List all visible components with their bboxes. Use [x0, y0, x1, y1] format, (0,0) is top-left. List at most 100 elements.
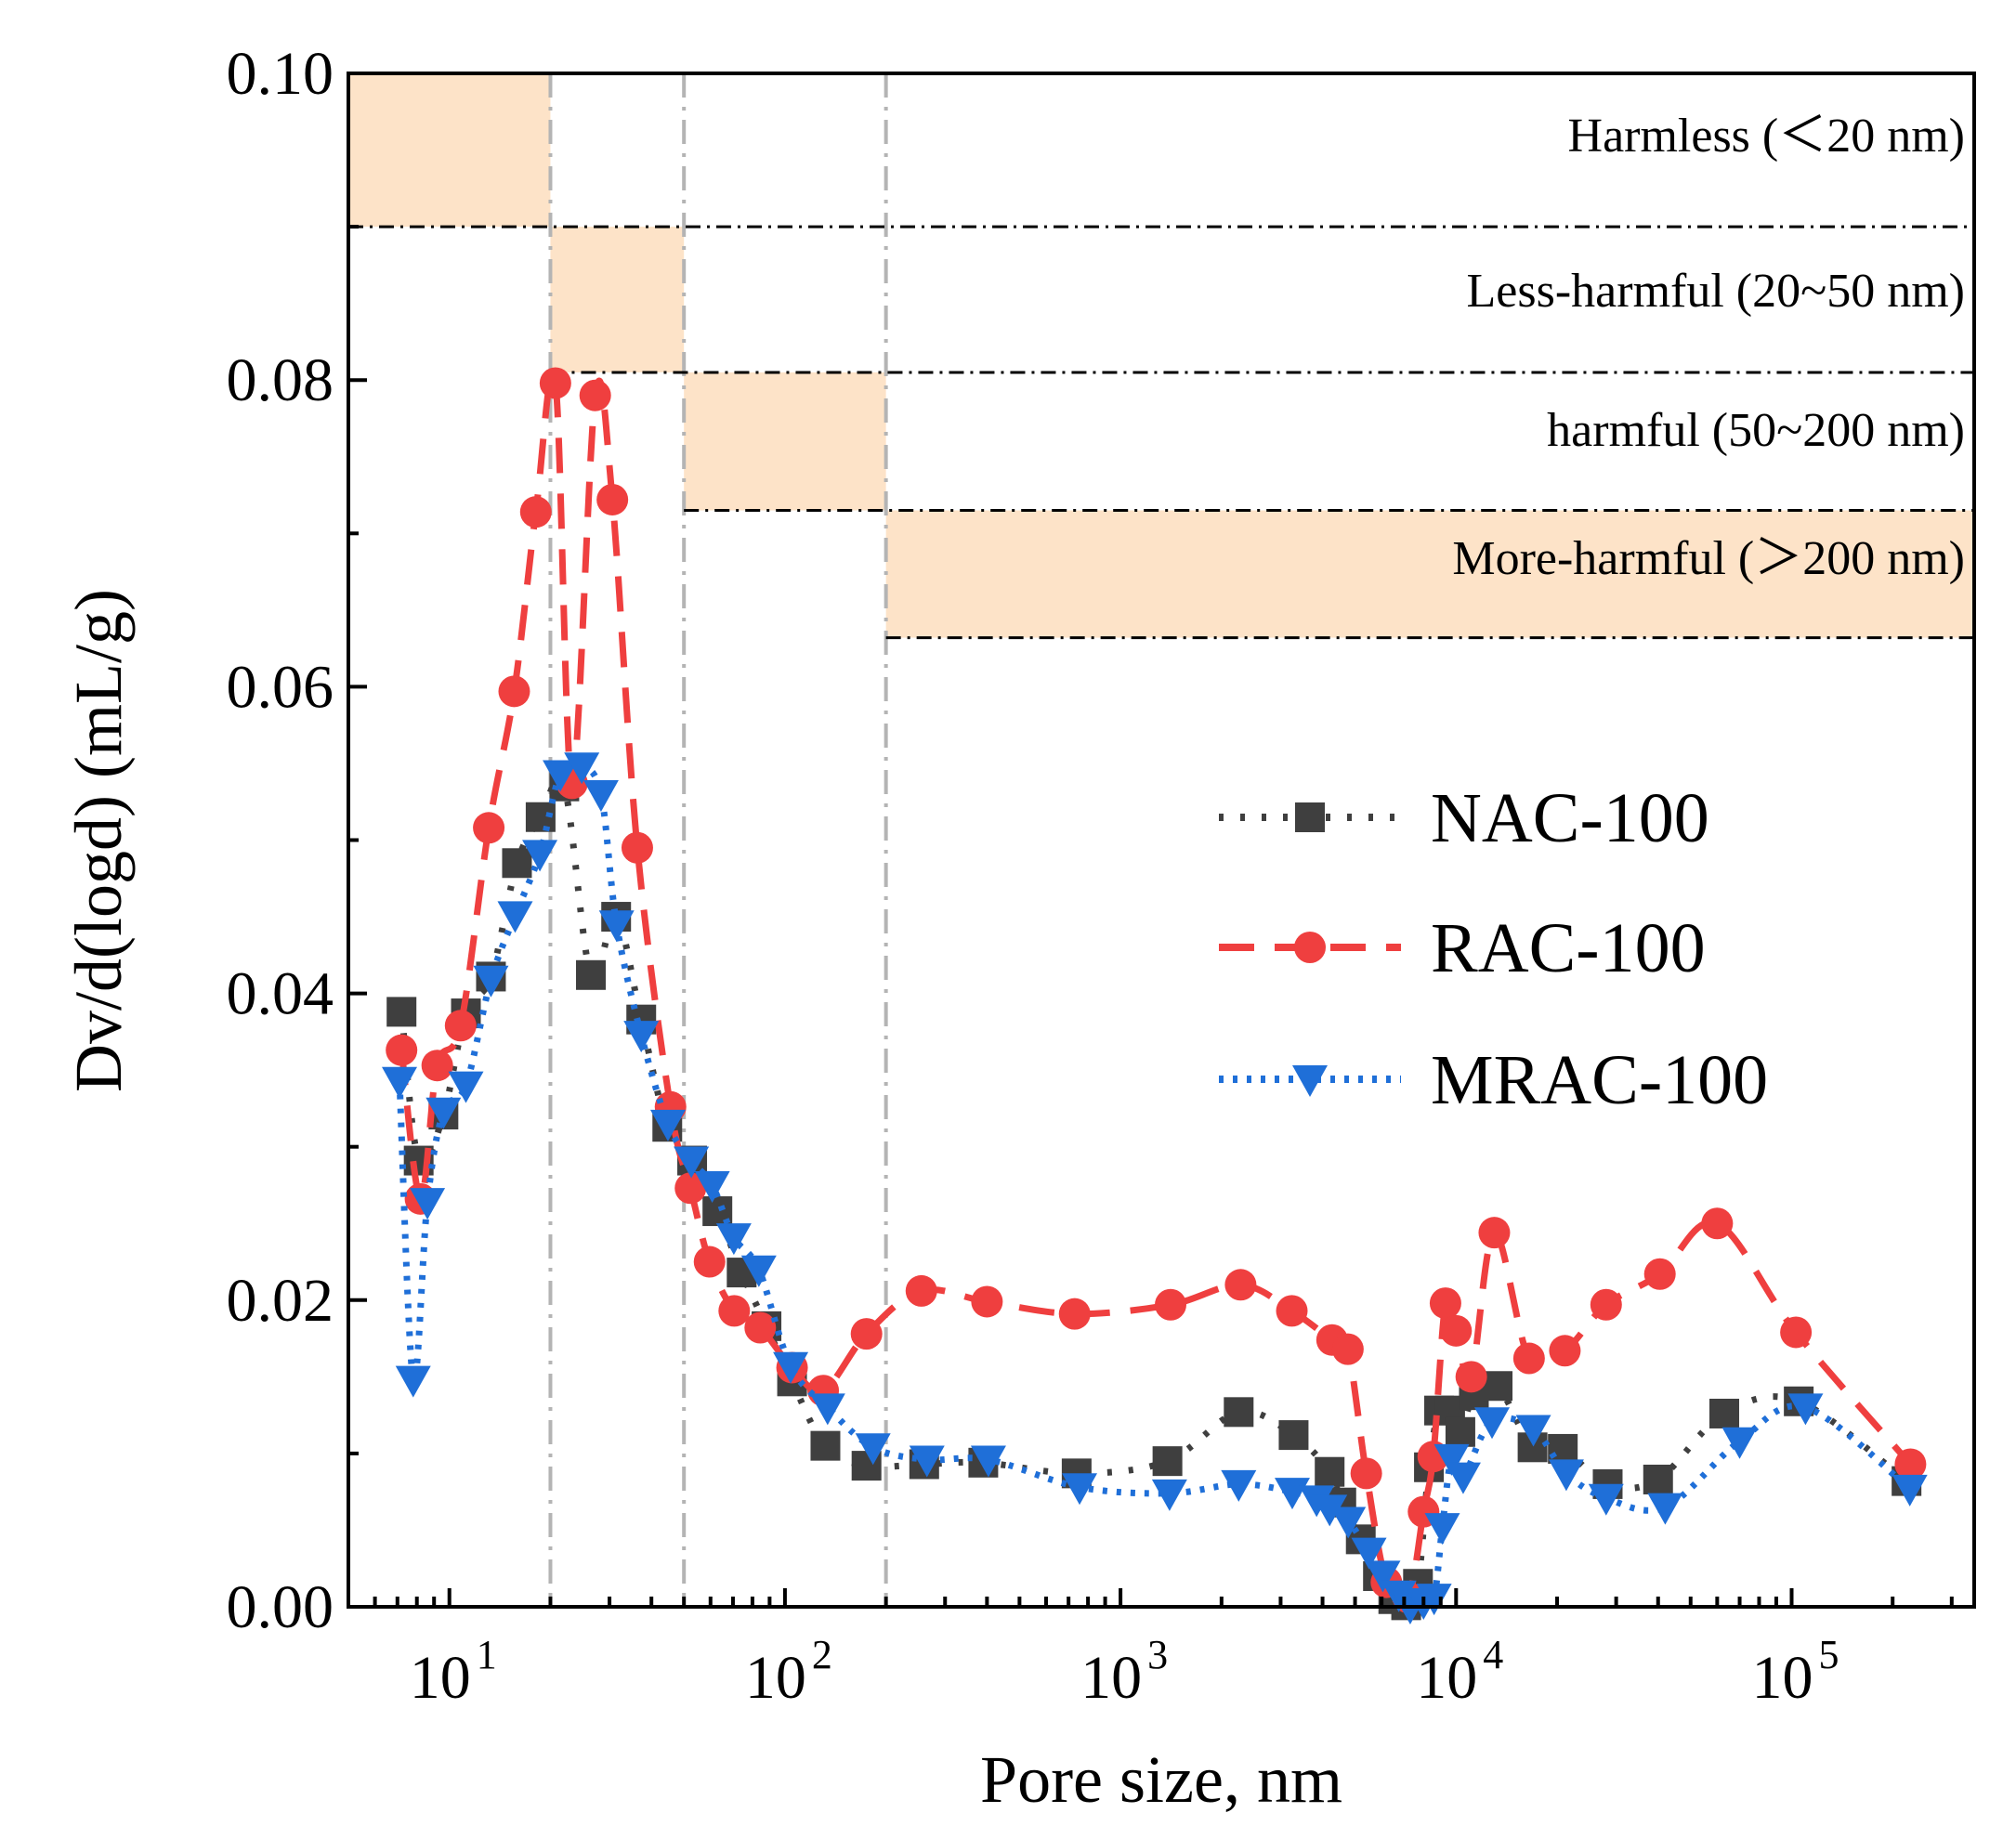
data-point-mrac-100: [410, 1188, 446, 1220]
data-point-mrac-100: [623, 1021, 660, 1053]
data-point-nac-100: [1483, 1371, 1513, 1402]
data-point-mrac-100: [1892, 1474, 1928, 1506]
data-point-mrac-100: [1515, 1415, 1551, 1447]
data-point-mrac-100: [1221, 1469, 1257, 1502]
data-point-mrac-100: [1445, 1462, 1481, 1494]
data-point-nac-100: [810, 1430, 841, 1461]
x-tick-label: 10: [410, 1644, 471, 1712]
x-tick-label: 10: [745, 1644, 806, 1712]
data-point-rac-100: [1549, 1335, 1581, 1367]
data-point-nac-100: [1709, 1398, 1740, 1428]
data-point-rac-100: [1643, 1258, 1676, 1290]
legend-item-nac-100: NAC-100: [1219, 779, 1709, 857]
data-point-nac-100: [1224, 1397, 1254, 1428]
data-point-rac-100: [1780, 1316, 1813, 1349]
y-tick-label: 0.06: [227, 653, 334, 721]
legend-item-mrac-100: MRAC-100: [1219, 1041, 1768, 1119]
zone-label-1: Harmless (＜20 nm): [1568, 110, 1965, 163]
y-axis-title: Dv/d(logd) (mL/g): [61, 589, 136, 1092]
zone-band-1: [348, 73, 551, 228]
data-point-mrac-100: [809, 1393, 845, 1426]
data-point-nac-100: [386, 997, 417, 1027]
data-point-mrac-100: [715, 1223, 752, 1256]
data-point-rac-100: [1331, 1333, 1364, 1365]
legend-marker-nac-100: [1295, 802, 1325, 832]
y-tick-label: 0.10: [227, 40, 334, 108]
series-mrac-100: [382, 752, 1928, 1624]
data-point-mrac-100: [1424, 1513, 1460, 1546]
data-point-rac-100: [1058, 1298, 1091, 1330]
data-point-rac-100: [971, 1285, 1003, 1318]
data-point-rac-100: [621, 831, 653, 864]
data-point-mrac-100: [425, 1097, 462, 1129]
data-point-mrac-100: [674, 1146, 710, 1179]
data-point-mrac-100: [1062, 1473, 1098, 1506]
data-point-mrac-100: [1151, 1479, 1187, 1511]
data-point-mrac-100: [970, 1445, 1006, 1478]
y-tick-label: 0.08: [227, 346, 334, 414]
data-point-nac-100: [1445, 1416, 1475, 1447]
data-point-mrac-100: [473, 965, 509, 998]
data-point-mrac-100: [564, 752, 600, 785]
data-point-mrac-100: [773, 1351, 809, 1384]
data-point-mrac-100: [1787, 1393, 1824, 1426]
x-tick-exponent: 4: [1483, 1632, 1503, 1677]
data-point-mrac-100: [522, 840, 558, 872]
data-point-rac-100: [1590, 1288, 1622, 1321]
zone-band-2: [550, 227, 685, 372]
series-line-rac-100: [398, 370, 1914, 1607]
x-tick-exponent: 5: [1818, 1632, 1839, 1677]
data-point-mrac-100: [1647, 1493, 1683, 1525]
data-point-rac-100: [386, 1034, 418, 1066]
data-point-nac-100: [1278, 1420, 1309, 1451]
legend-marker-mrac-100: [1292, 1065, 1328, 1097]
data-point-rac-100: [1429, 1287, 1461, 1320]
data-point-nac-100: [1315, 1456, 1345, 1487]
x-tick-exponent: 1: [477, 1632, 497, 1677]
x-tick-exponent: 2: [812, 1632, 832, 1677]
data-point-rac-100: [905, 1274, 937, 1307]
data-point-rac-100: [718, 1295, 751, 1327]
legend-item-rac-100: RAC-100: [1219, 909, 1706, 987]
y-axis: 0.00 0.02 0.04 0.06 0.08 0.10: [227, 40, 367, 1641]
x-tick-label: 10: [1416, 1644, 1477, 1712]
data-point-rac-100: [473, 812, 505, 844]
data-point-rac-100: [444, 1010, 477, 1042]
data-series: [382, 367, 1928, 1624]
data-point-nac-100: [1643, 1464, 1673, 1494]
data-point-mrac-100: [1416, 1584, 1452, 1616]
data-point-rac-100: [1155, 1288, 1187, 1321]
data-point-mrac-100: [909, 1445, 945, 1478]
x-axis: 10 1 10 2 10 3 10 4 10 5: [347, 1588, 1954, 1712]
data-point-nac-100: [576, 959, 607, 990]
zone-labels: Harmless (＜20 nm) Less-harmful (20~50 nm)…: [1452, 110, 1965, 585]
data-point-rac-100: [693, 1246, 726, 1278]
y-tick-label: 0.00: [227, 1573, 334, 1641]
data-point-mrac-100: [1312, 1494, 1348, 1527]
zone-divider-lines: [348, 225, 1974, 640]
data-point-rac-100: [1440, 1314, 1473, 1347]
data-point-rac-100: [1455, 1361, 1487, 1393]
data-point-mrac-100: [1474, 1407, 1511, 1440]
data-point-mrac-100: [395, 1365, 431, 1398]
data-point-mrac-100: [598, 910, 635, 943]
data-point-mrac-100: [1365, 1560, 1401, 1593]
data-point-rac-100: [539, 367, 571, 399]
data-point-mrac-100: [1548, 1459, 1584, 1492]
legend-label-nac-100: NAC-100: [1431, 779, 1709, 857]
legend: NAC-100 RAC-100 MRAC-100: [1219, 779, 1768, 1119]
data-point-rac-100: [579, 379, 611, 411]
zone-label-4: More-harmful (＞200 nm): [1452, 532, 1965, 585]
legend-marker-rac-100: [1294, 932, 1326, 963]
data-point-nac-100: [1152, 1446, 1183, 1477]
data-point-rac-100: [1478, 1217, 1511, 1249]
y-tick-label: 0.02: [227, 1267, 334, 1335]
data-point-rac-100: [498, 675, 530, 708]
data-point-mrac-100: [583, 779, 619, 812]
data-point-rac-100: [744, 1311, 777, 1344]
data-point-rac-100: [1512, 1342, 1545, 1375]
zone-band-4: [885, 510, 1974, 638]
zone-label-2: Less-harmful (20~50 nm): [1467, 265, 1965, 318]
data-point-rac-100: [519, 496, 552, 528]
